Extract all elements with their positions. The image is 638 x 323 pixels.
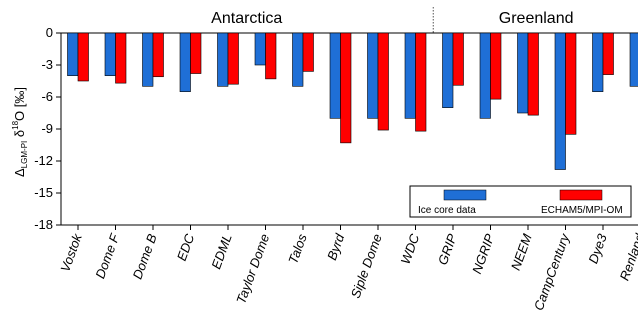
x-tick-label: Renland	[617, 231, 638, 282]
y-tick-label: -15	[34, 185, 53, 200]
y-tick-label: -9	[41, 121, 53, 136]
x-tick-label: Dome B	[130, 232, 160, 282]
x-tick-label: WDC	[398, 231, 423, 266]
legend: Ice core data ECHAM5/MPI-OM	[409, 185, 632, 218]
bar-echam-dye3	[602, 32, 614, 75]
legend-label-echam: ECHAM5/MPI-OM	[541, 205, 623, 216]
x-tick-label: EDML	[208, 232, 234, 271]
bar-echam-edc	[190, 32, 202, 74]
y-axis: 0 -3 -6 -9 -12 -15 -18	[34, 25, 62, 232]
bar-echam-wdc	[415, 32, 427, 132]
bar-ice-core-wdc	[404, 32, 416, 119]
plot-area	[61, 32, 638, 170]
x-tick-label: Byrd	[324, 231, 348, 262]
bar-echam-campcentury	[565, 32, 577, 135]
region-label: Greenland	[499, 10, 574, 27]
bar-ice-core-talos	[292, 32, 304, 87]
x-tick-label: NEEM	[508, 232, 535, 273]
bar-ice-core-campcentury	[554, 32, 566, 170]
y-tick-label: -3	[41, 57, 53, 72]
bar-echam-ngrip	[490, 32, 502, 100]
bar-ice-core-renland	[629, 32, 638, 87]
bar-echam-neem	[527, 32, 539, 116]
bar-echam-edml	[227, 32, 239, 85]
x-tick-label: Dome F	[92, 231, 122, 281]
x-tick-label: CampCentury	[531, 230, 573, 312]
legend-swatch-echam	[559, 189, 603, 201]
x-tick-label: Talos	[285, 231, 310, 265]
x-tick-label: Siple Dome	[348, 232, 385, 300]
y-tick-label: -6	[41, 89, 53, 104]
bar-ice-core-neem	[517, 32, 529, 114]
legend-swatch-ice-core	[443, 189, 487, 201]
y-axis-label: ΔLGM-PI δ18O [‰]	[11, 87, 29, 177]
bar-ice-core-grip	[442, 32, 454, 108]
x-tick-label: GRIP	[435, 232, 460, 267]
x-tick-label: Vostok	[57, 230, 85, 273]
x-tick-label: Taylor Dome	[233, 232, 272, 306]
bar-echam-talos	[302, 32, 314, 72]
x-tick-label: NGRIP	[469, 232, 497, 276]
bar-echam-vostok	[77, 32, 89, 82]
bar-ice-core-taylor-dome	[254, 32, 266, 66]
bar-ice-core-ngrip	[479, 32, 491, 119]
bar-ice-core-byrd	[329, 32, 341, 119]
bar-ice-core-vostok	[67, 32, 79, 76]
y-tick-label: -18	[34, 217, 53, 232]
y-tick-label: -12	[34, 153, 53, 168]
bar-ice-core-dome-b	[142, 32, 154, 87]
bar-ice-core-dye3	[592, 32, 604, 92]
region-labels: Antarctica Greenland	[211, 7, 573, 33]
region-label: Antarctica	[211, 10, 282, 27]
bar-echam-dome-f	[115, 32, 127, 84]
y-tick-label: 0	[46, 25, 53, 40]
bar-ice-core-edc	[179, 32, 191, 92]
bar-echam-byrd	[340, 32, 352, 144]
bar-ice-core-edml	[217, 32, 229, 87]
x-tick-label: EDC	[174, 231, 198, 262]
bar-ice-core-siple-dome	[367, 32, 379, 119]
bar-echam-dome-b	[152, 32, 164, 78]
x-tick-label: Dye3	[585, 231, 610, 265]
legend-label-ice-core: Ice core data	[418, 205, 476, 216]
bar-echam-grip	[452, 32, 464, 86]
bar-echam-siple-dome	[377, 32, 389, 131]
bar-ice-core-dome-f	[104, 32, 116, 76]
bar-echam-taylor-dome	[265, 32, 277, 80]
